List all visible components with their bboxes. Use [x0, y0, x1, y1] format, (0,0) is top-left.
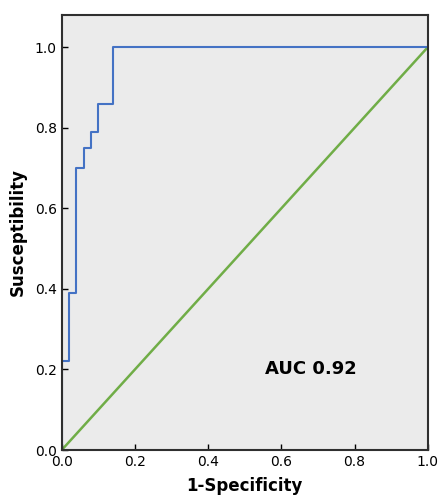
- X-axis label: 1-Specificity: 1-Specificity: [187, 477, 303, 495]
- Y-axis label: Susceptibility: Susceptibility: [8, 168, 26, 296]
- Text: AUC 0.92: AUC 0.92: [265, 360, 356, 378]
